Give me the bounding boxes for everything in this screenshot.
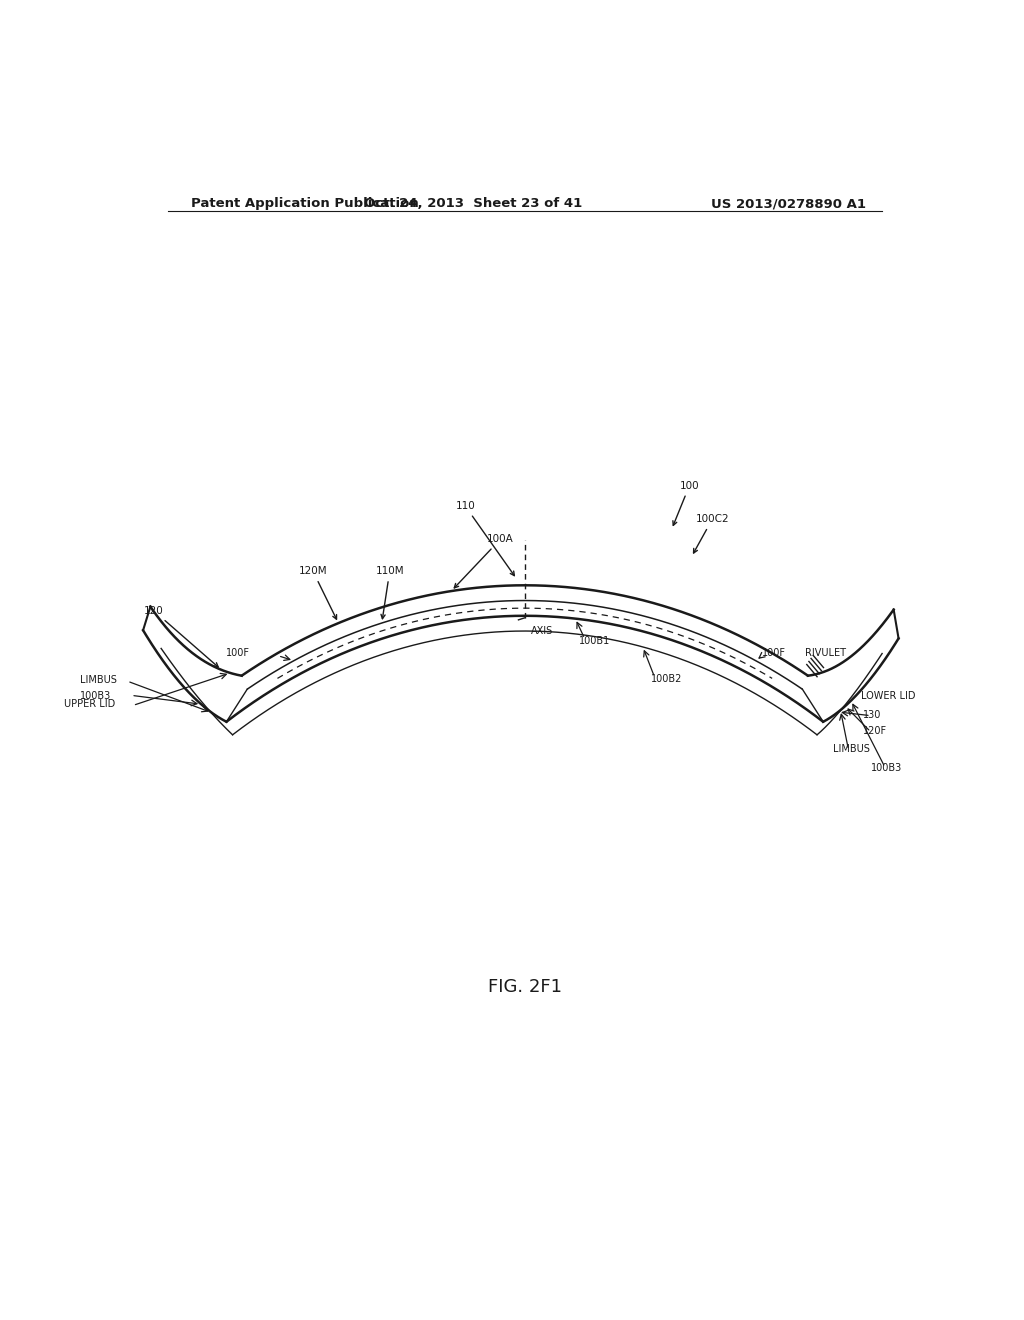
Text: 100C2: 100C2: [693, 515, 729, 553]
Text: Patent Application Publication: Patent Application Publication: [191, 197, 419, 210]
Text: 100B1: 100B1: [580, 636, 610, 645]
Text: 120F: 120F: [863, 726, 887, 737]
Text: 100: 100: [673, 480, 699, 525]
Text: 120: 120: [144, 606, 218, 667]
Text: 130: 130: [863, 710, 882, 719]
Text: 110: 110: [456, 502, 514, 576]
Text: 100F: 100F: [762, 648, 786, 657]
Text: LIMBUS: LIMBUS: [833, 744, 869, 754]
Text: 110M: 110M: [376, 566, 404, 619]
Text: 100F: 100F: [226, 648, 250, 657]
Text: AXIS: AXIS: [531, 626, 553, 636]
Text: 120M: 120M: [299, 566, 337, 619]
Text: 100B2: 100B2: [650, 675, 682, 685]
Text: UPPER LID: UPPER LID: [63, 698, 115, 709]
Text: 100B3: 100B3: [80, 692, 111, 701]
Text: LIMBUS: LIMBUS: [80, 675, 117, 685]
Text: US 2013/0278890 A1: US 2013/0278890 A1: [711, 197, 866, 210]
Text: 100B3: 100B3: [870, 763, 902, 772]
Text: LOWER LID: LOWER LID: [861, 692, 915, 701]
Text: RIVULET: RIVULET: [805, 648, 846, 657]
Text: 100A: 100A: [455, 535, 514, 587]
Text: FIG. 2F1: FIG. 2F1: [487, 978, 562, 995]
Text: Oct. 24, 2013  Sheet 23 of 41: Oct. 24, 2013 Sheet 23 of 41: [365, 197, 583, 210]
